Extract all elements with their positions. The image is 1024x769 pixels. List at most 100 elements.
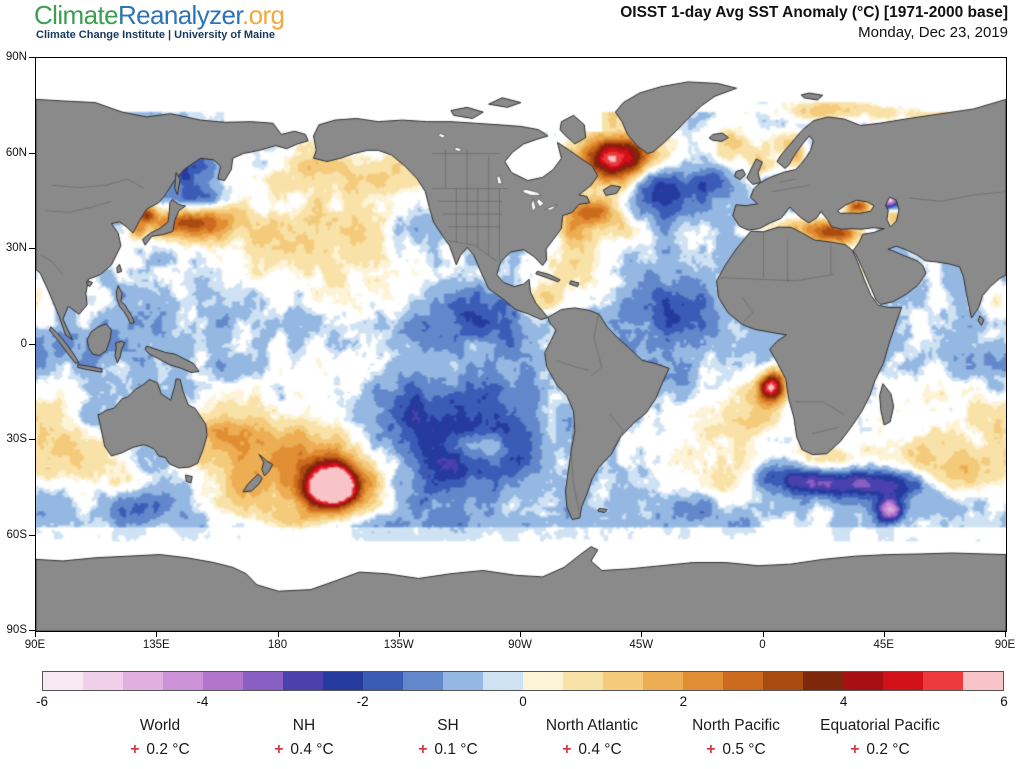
chart-date: Monday, Dec 23, 2019 xyxy=(858,24,1008,41)
anomaly-sign: + xyxy=(562,741,572,758)
region-stat-value: +0.5 °C xyxy=(664,741,808,759)
logo-climate: Climate xyxy=(34,0,119,30)
lon-tick-label: 180 xyxy=(267,639,288,651)
chart-title: OISST 1-day Avg SST Anomaly (°C) [1971-2… xyxy=(620,4,1008,21)
region-stat-value: +0.4 °C xyxy=(232,741,376,759)
lat-tick-label: 0 xyxy=(20,337,27,350)
lon-tick-label: 90E xyxy=(994,639,1016,651)
logo-subtitle: Climate Change Institute | University of… xyxy=(36,29,276,41)
colorbar-cell xyxy=(763,672,803,690)
colorbar-cell xyxy=(123,672,163,690)
lat-tick-label: 30N xyxy=(5,242,27,254)
lon-tick-mark xyxy=(277,631,279,637)
lon-tick-mark xyxy=(641,631,643,637)
anomaly-sign: + xyxy=(274,741,284,758)
lat-tick-mark xyxy=(29,152,35,154)
anomaly-value: 0.2 °C xyxy=(146,741,190,758)
colorbar-cell xyxy=(723,672,763,690)
colorbar-cell xyxy=(803,672,843,690)
region-stat-label: SH xyxy=(437,717,459,734)
region-stat-label: Equatorial Pacific xyxy=(820,717,940,734)
lon-tick-label: 90E xyxy=(24,639,46,651)
lon-tick-label: 90W xyxy=(508,639,532,651)
region-stat-label: NH xyxy=(292,717,316,734)
lat-tick-label: 60N xyxy=(5,146,27,159)
colorbar-cell xyxy=(963,672,1003,690)
region-stat-label: North Pacific xyxy=(692,717,780,734)
anomaly-value: 0.4 °C xyxy=(290,741,334,758)
region-stat-label: World xyxy=(139,717,181,734)
colorbar-tick-label: 2 xyxy=(679,694,688,709)
colorbar-cell xyxy=(883,672,923,690)
colorbar-tick-label: -6 xyxy=(35,694,49,709)
lat-tick-label: 30S xyxy=(6,433,27,445)
anomaly-value: 0.4 °C xyxy=(578,741,622,758)
colorbar-cell xyxy=(483,672,523,690)
site-logo-link[interactable]: ClimateReanalyzer.org xyxy=(34,0,285,31)
logo-org: .org xyxy=(242,0,285,30)
lon-tick-mark xyxy=(1005,631,1006,637)
lat-tick-mark xyxy=(29,630,35,631)
lon-tick-mark xyxy=(398,631,400,637)
colorbar-tick-label: 0 xyxy=(519,694,527,709)
colorbar-tick-label: -2 xyxy=(356,694,369,709)
lat-tick-label: 90S xyxy=(6,624,27,636)
region-stat-value: +0.1 °C xyxy=(376,741,520,759)
colorbar-cell xyxy=(603,672,643,690)
lat-tick-mark xyxy=(29,534,35,536)
colorbar-cell xyxy=(523,672,563,690)
anomaly-sign: + xyxy=(418,741,428,758)
lon-tick-label: 45E xyxy=(873,639,894,651)
region-stat: SH +0.1 °C xyxy=(376,717,520,759)
lat-tick-label: 60S xyxy=(6,528,27,541)
lat-tick-mark xyxy=(29,343,35,345)
lat-tick-mark xyxy=(29,57,35,58)
region-stat-label: North Atlantic xyxy=(545,717,639,734)
colorbar xyxy=(42,671,1004,691)
colorbar-cell xyxy=(643,672,683,690)
lon-tick-mark xyxy=(883,631,885,637)
sst-anomaly-map-canvas xyxy=(36,58,1006,631)
anomaly-sign: + xyxy=(706,741,716,758)
colorbar-tick-label: 6 xyxy=(1000,694,1008,709)
lat-tick-label: 90N xyxy=(5,51,27,63)
colorbar-cell xyxy=(43,672,83,690)
colorbar-cell xyxy=(363,672,403,690)
region-stats-row: World +0.2 °C NH +0.4 °C SH +0.1 °C North Atla… xyxy=(88,717,952,759)
anomaly-value: 0.5 °C xyxy=(722,741,766,758)
colorbar-cell xyxy=(843,672,883,690)
lat-tick-mark xyxy=(29,248,35,249)
lat-tick-mark xyxy=(29,439,35,440)
colorbar-cell xyxy=(563,672,603,690)
region-stat-value: +0.2 °C xyxy=(88,741,232,759)
colorbar-cell xyxy=(83,672,123,690)
lon-tick-label: 0 xyxy=(759,639,766,651)
colorbar-cell xyxy=(283,672,323,690)
region-stat-value: +0.2 °C xyxy=(808,741,952,759)
anomaly-sign: + xyxy=(130,741,140,758)
region-stat: World +0.2 °C xyxy=(88,717,232,759)
region-stat-value: +0.4 °C xyxy=(520,741,664,759)
anomaly-value: 0.1 °C xyxy=(434,741,478,758)
lon-tick-mark xyxy=(156,631,158,637)
lon-tick-label: 135W xyxy=(383,639,414,651)
colorbar-cell xyxy=(443,672,483,690)
lon-tick-mark xyxy=(520,631,521,637)
region-stat: Equatorial Pacific +0.2 °C xyxy=(808,717,952,759)
lon-tick-mark xyxy=(762,631,764,637)
lon-tick-label: 135E xyxy=(142,639,170,651)
colorbar-cell xyxy=(163,672,203,690)
colorbar-tick-label: -4 xyxy=(196,694,209,709)
logo-reanalyzer: Reanalyzer xyxy=(117,0,243,30)
anomaly-sign: + xyxy=(850,741,860,758)
colorbar-cell xyxy=(203,672,243,690)
region-stat: NH +0.4 °C xyxy=(232,717,376,759)
lon-tick-mark xyxy=(35,631,36,637)
anomaly-value: 0.2 °C xyxy=(866,741,910,758)
colorbar-cell xyxy=(243,672,283,690)
colorbar-cell xyxy=(403,672,443,690)
colorbar-cell xyxy=(683,672,723,690)
colorbar-cell xyxy=(323,672,363,690)
colorbar-tick-label: 4 xyxy=(839,694,848,709)
